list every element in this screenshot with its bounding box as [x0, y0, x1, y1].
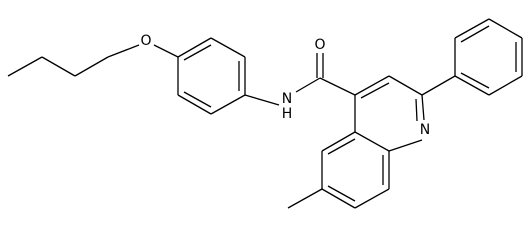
- atom-label: O: [314, 37, 325, 53]
- bonds: [7, 18, 523, 209]
- molecule: O N H O N: [7, 18, 523, 209]
- atom-label: O: [140, 33, 151, 49]
- atom-label: N: [282, 91, 292, 107]
- page: O N H O N (() => { const data = JSON.par…: [7, 18, 523, 209]
- atom-label: H: [282, 106, 293, 122]
- atom-label: N: [420, 122, 430, 138]
